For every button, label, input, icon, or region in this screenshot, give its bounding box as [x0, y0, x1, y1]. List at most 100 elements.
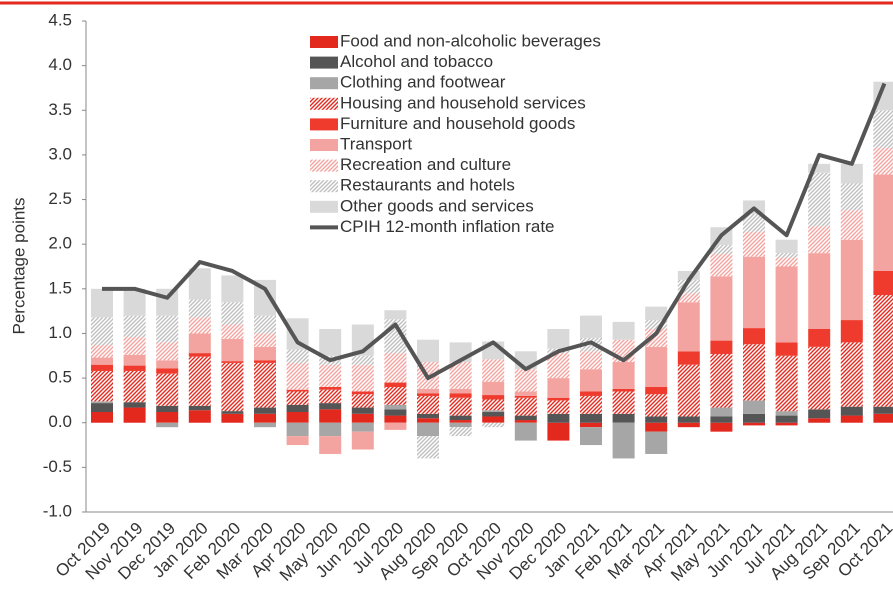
bar-segment: [286, 422, 309, 437]
bar-segment: [547, 413, 570, 423]
bar-segment: [710, 245, 733, 255]
bar-segment: [91, 401, 113, 404]
bar-segment: [156, 422, 179, 428]
bar-segment: [808, 172, 831, 227]
bar-segment: [775, 342, 798, 356]
bar-segment: [547, 353, 570, 379]
bar-segment: [221, 413, 244, 423]
bar-segment: [580, 395, 602, 414]
legend-label: CPIH 12-month inflation rate: [340, 217, 555, 236]
bar-segment: [482, 395, 505, 400]
bar-segment: [384, 310, 407, 320]
bar-segment: [156, 405, 179, 413]
legend-label: Housing and household services: [340, 93, 586, 112]
bar-segment: [156, 288, 179, 316]
bar-segment: [710, 353, 733, 408]
bar-segment: [840, 239, 863, 321]
bar-segment: [677, 270, 700, 280]
legend-swatch: [310, 118, 338, 131]
bar-segment: [123, 407, 146, 423]
bar-segment: [743, 413, 765, 423]
y-tick-label: -1.0: [43, 501, 72, 520]
bar-segment: [743, 422, 765, 426]
bar-segment: [612, 391, 635, 414]
bar-segment: [188, 299, 211, 318]
y-tick-label: 0.5: [48, 368, 72, 387]
bar-segment: [808, 409, 831, 419]
bar-segment: [417, 436, 439, 459]
legend-swatch: [310, 159, 338, 172]
bar-segment: [514, 422, 537, 441]
legend-swatch: [310, 200, 338, 213]
bar-segment: [286, 318, 309, 350]
bar-segment: [612, 422, 635, 459]
bar-segment: [645, 306, 668, 321]
bar-segment: [123, 365, 146, 371]
bar-segment: [384, 404, 407, 410]
y-tick-label: 2.0: [48, 234, 72, 253]
bar-segment: [775, 266, 798, 343]
bar-segment: [580, 369, 602, 392]
bar-segment: [514, 397, 537, 416]
legend-swatch: [310, 77, 338, 90]
bar-segment: [91, 317, 113, 346]
bar-segment: [645, 320, 668, 329]
bar-segment: [286, 436, 309, 446]
bar-segment: [743, 213, 765, 232]
bar-segment: [645, 416, 668, 423]
bar-segment: [254, 413, 276, 423]
bar-segment: [286, 362, 309, 390]
legend-swatch: [310, 56, 338, 69]
y-tick-label: 1.5: [48, 278, 72, 297]
bar-segment: [449, 388, 472, 394]
bar-segment: [319, 403, 342, 410]
bar-segment: [156, 368, 179, 374]
bar-segment: [873, 110, 893, 148]
bar-segment: [645, 387, 668, 395]
bar-segment: [482, 416, 505, 423]
bar-segment: [580, 413, 602, 423]
bar-segment: [221, 338, 244, 362]
bar-segment: [514, 420, 537, 423]
bar-segment: [710, 276, 733, 341]
bar-segment: [286, 404, 309, 413]
bar-segment: [612, 388, 635, 392]
bar-segment: [677, 293, 700, 303]
bar-segment: [677, 302, 700, 352]
bar-segment: [840, 210, 863, 240]
bar-segment: [91, 357, 113, 365]
bar-segment: [123, 354, 146, 366]
bar-segment: [188, 356, 211, 406]
bar-segment: [254, 362, 276, 408]
y-tick-label: -0.5: [43, 457, 72, 476]
bar-segment: [743, 328, 765, 345]
bar-segment: [384, 422, 407, 430]
bar-segment: [156, 360, 179, 369]
bar-segment: [482, 399, 505, 411]
legend-label: Restaurants and hotels: [340, 176, 515, 195]
bar-segment: [156, 373, 179, 406]
bar-segment: [319, 422, 342, 437]
legend-swatch: [310, 97, 338, 110]
legend-swatch: [310, 36, 338, 48]
bar-segment: [91, 345, 113, 358]
bar-segment: [286, 391, 309, 405]
bar-segment: [188, 333, 211, 354]
bar-segment: [840, 342, 863, 407]
bar-segment: [417, 339, 439, 363]
bar-segment: [449, 393, 472, 398]
bar-segment: [645, 422, 668, 432]
bar-segment: [808, 328, 831, 347]
bar-segment: [482, 410, 505, 413]
bar-segment: [254, 422, 276, 428]
bar-segment: [123, 370, 146, 403]
bar-segment: [449, 422, 472, 428]
bar-segment: [840, 320, 863, 343]
bar-segment: [319, 328, 342, 356]
bar-segment: [808, 253, 831, 329]
bar-segment: [221, 275, 244, 303]
bar-segment: [286, 349, 309, 363]
bar-segment: [808, 226, 831, 254]
bar-segment: [645, 394, 668, 417]
bar-segment: [254, 279, 276, 316]
